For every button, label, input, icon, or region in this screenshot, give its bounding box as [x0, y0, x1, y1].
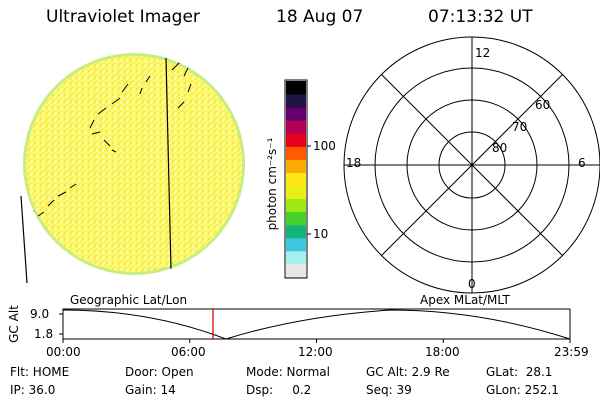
- colorbar-segment: [286, 250, 306, 265]
- altitude-curve: [62, 309, 571, 340]
- lat-label-70: 70: [512, 120, 528, 134]
- info-mode: Mode: Normal: [246, 365, 330, 379]
- colorbar-label-10: 10: [313, 227, 329, 241]
- polar-diagonal-2: [381, 74, 563, 256]
- app-title: Ultraviolet Imager: [46, 7, 200, 27]
- info-gain: Gain: 14: [125, 383, 176, 397]
- lat-label-60: 60: [535, 98, 551, 112]
- colorbar-segment: [286, 146, 306, 160]
- info-glat: GLat: 28.1: [486, 365, 553, 379]
- colorbar: [284, 79, 311, 279]
- colorbar-segment: [286, 237, 306, 252]
- colorbar-segment: [286, 159, 306, 173]
- apex-label: Apex MLat/MLT: [420, 293, 510, 307]
- colorbar-segment: [286, 172, 306, 187]
- colorbar-segment: [286, 120, 306, 134]
- time-tick-1200: 12:00: [298, 345, 333, 359]
- colorbar-segment: [286, 198, 306, 213]
- info-flight: Flt: HOME: [10, 365, 70, 379]
- mlt-label-18: 18: [346, 156, 362, 170]
- altitude-plot: [59, 308, 571, 343]
- colorbar-unit-label: photon cm⁻²s⁻¹: [265, 137, 279, 231]
- colorbar-segment: [286, 107, 306, 121]
- altitude-ymin-label: 1.8: [34, 327, 54, 341]
- mlt-label-12: 12: [475, 46, 491, 60]
- lat-label-80: 80: [492, 141, 508, 155]
- info-dsp: Dsp: 0.2: [246, 383, 312, 397]
- geographic-grid: [27, 57, 192, 271]
- date-label: 18 Aug 07: [276, 7, 364, 27]
- colorbar-frame: [284, 79, 308, 279]
- info-seq: Seq: 39: [366, 383, 412, 397]
- time-label: 07:13:32 UT: [428, 7, 533, 27]
- altitude-plot-frame: [62, 308, 571, 340]
- colorbar-segment: [286, 133, 306, 147]
- colorbar-label-100: 100: [313, 139, 336, 153]
- uv-earth-image: [20, 53, 245, 284]
- time-tick-0000: 00:00: [46, 345, 81, 359]
- info-glon: GLon: 252.1: [486, 383, 559, 397]
- altitude-ymax-label: 9.0: [30, 307, 50, 321]
- info-gc-alt: GC Alt: 2.9 Re: [366, 365, 450, 379]
- polar-plot: [343, 36, 600, 294]
- info-door: Door: Open: [125, 365, 194, 379]
- colorbar-segment: [286, 81, 306, 95]
- time-tick-2359: 23:59: [554, 345, 589, 359]
- colorbar-segment: [286, 211, 306, 226]
- colorbar-segment: [286, 94, 306, 108]
- time-tick-1800: 18:00: [425, 345, 460, 359]
- mlt-label-0: 0: [468, 277, 476, 291]
- altitude-axis-label: GC Alt: [7, 305, 21, 343]
- geographic-label: Geographic Lat/Lon: [70, 293, 188, 307]
- mlt-label-6: 6: [578, 156, 586, 170]
- info-ip: IP: 36.0: [10, 383, 56, 397]
- time-tick-0600: 06:00: [171, 345, 206, 359]
- colorbar-segment: [286, 224, 306, 239]
- colorbar-segment: [286, 263, 306, 278]
- colorbar-segment: [286, 185, 306, 200]
